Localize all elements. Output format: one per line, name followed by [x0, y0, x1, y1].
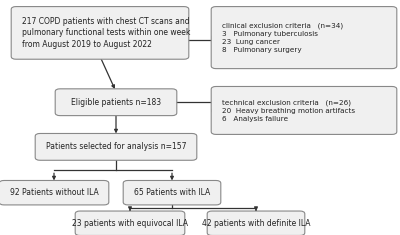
Text: 92 Patients without ILA: 92 Patients without ILA	[10, 188, 98, 197]
Text: 217 COPD patients with chest CT scans and
pulmonary functional tests within one : 217 COPD patients with chest CT scans an…	[22, 17, 190, 49]
FancyBboxPatch shape	[35, 133, 197, 160]
FancyBboxPatch shape	[211, 86, 397, 134]
Text: 42 patients with definite ILA: 42 patients with definite ILA	[202, 219, 310, 228]
FancyBboxPatch shape	[0, 180, 109, 205]
Text: Eligible patients n=183: Eligible patients n=183	[71, 98, 161, 107]
FancyBboxPatch shape	[123, 180, 221, 205]
FancyBboxPatch shape	[11, 7, 189, 59]
Text: clinical exclusion criteria   (n=34)
3   Pulmonary tuberculosis
23  Lung cancer
: clinical exclusion criteria (n=34) 3 Pul…	[222, 22, 343, 53]
Text: 65 Patients with ILA: 65 Patients with ILA	[134, 188, 210, 197]
FancyBboxPatch shape	[211, 7, 397, 69]
FancyBboxPatch shape	[55, 89, 177, 116]
FancyBboxPatch shape	[75, 211, 185, 235]
Text: Patients selected for analysis n=157: Patients selected for analysis n=157	[46, 142, 186, 151]
Text: 23 patients with equivocal ILA: 23 patients with equivocal ILA	[72, 219, 188, 228]
FancyBboxPatch shape	[207, 211, 305, 235]
Text: technical exclusion criteria   (n=26)
20  Heavy breathing motion artifacts
6   A: technical exclusion criteria (n=26) 20 H…	[222, 99, 355, 122]
